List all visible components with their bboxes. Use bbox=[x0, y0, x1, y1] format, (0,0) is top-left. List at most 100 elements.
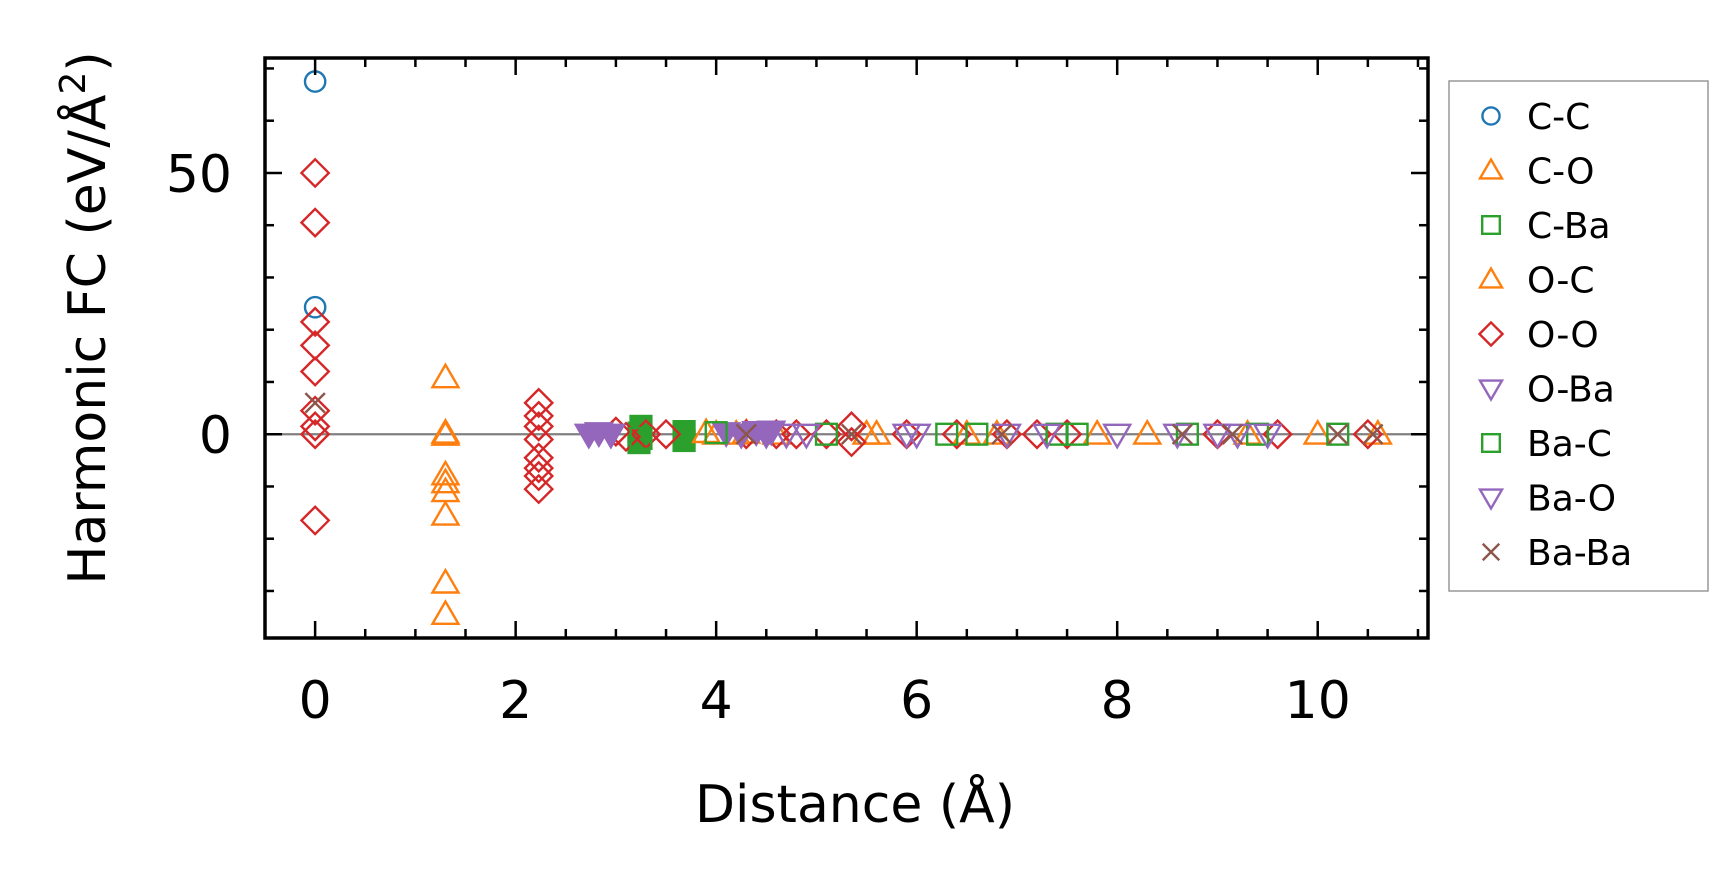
legend-marker-o-ba bbox=[1477, 379, 1505, 402]
x-tick-label: 4 bbox=[700, 671, 733, 731]
legend: C-C C-O C-Ba O-C O-O O-Ba Ba-C Ba-O Ba-Ba bbox=[1448, 80, 1709, 592]
point-ba-ba bbox=[1221, 423, 1244, 445]
point-ba-ba bbox=[735, 423, 757, 445]
point-ba-ba bbox=[1171, 423, 1193, 445]
x-tick-label: 10 bbox=[1285, 671, 1351, 731]
y-axis-label: Harmonic FC (eV/Å2) bbox=[53, 51, 118, 584]
point-o-o bbox=[650, 418, 682, 450]
point-ba-o bbox=[771, 423, 802, 450]
legend-marker-o-c bbox=[1477, 266, 1505, 289]
y-axis-label-base: Harmonic FC (eV/Å bbox=[56, 94, 118, 585]
point-o-o bbox=[836, 426, 867, 458]
y-tick-labels: 0 50 bbox=[166, 145, 232, 466]
y-axis-label-close: ) bbox=[58, 51, 118, 71]
point-c-ba bbox=[672, 428, 696, 453]
point-c-o bbox=[430, 467, 461, 494]
point-ba-c bbox=[704, 421, 728, 445]
point-o-o bbox=[523, 400, 555, 432]
legend-label-ba-o: Ba-O bbox=[1527, 479, 1616, 520]
legend-marker-c-ba bbox=[1480, 214, 1501, 235]
point-ba-o bbox=[791, 423, 822, 450]
legend-label-c-ba: C-Ba bbox=[1527, 206, 1611, 247]
point-o-o bbox=[299, 411, 331, 442]
legend-label-o-c: O-C bbox=[1527, 261, 1594, 302]
point-ba-ba-stroke bbox=[991, 423, 1013, 445]
point-ba-c bbox=[1065, 422, 1089, 446]
legend-item-c-ba: C-Ba bbox=[1480, 206, 1611, 247]
point-o-o bbox=[299, 207, 331, 238]
x-tick-labels: 0 2 4 6 8 10 bbox=[299, 671, 1351, 731]
point-ba-ba bbox=[1327, 423, 1349, 445]
y-tick-label: 0 bbox=[199, 406, 232, 466]
point-c-o bbox=[1082, 418, 1113, 445]
y-axis-label-superscript: 2 bbox=[53, 72, 94, 95]
point-o-c bbox=[861, 418, 892, 445]
point-o-o bbox=[523, 411, 555, 442]
plot-frame bbox=[263, 56, 1430, 640]
point-ba-o bbox=[901, 423, 932, 450]
legend-marker-ba-ba bbox=[1481, 542, 1501, 562]
legend-marker-ba-c bbox=[1480, 433, 1501, 454]
point-ba-ba-stroke bbox=[840, 423, 863, 445]
plot-area bbox=[263, 56, 1430, 640]
point-ba-c bbox=[935, 422, 959, 446]
point-ba-ba-stroke bbox=[735, 423, 757, 445]
point-o-o bbox=[836, 411, 867, 442]
point-o-o bbox=[299, 306, 331, 338]
point-o-o bbox=[523, 442, 555, 474]
legend-marker-o-o bbox=[1477, 320, 1505, 348]
point-ba-ba-stroke bbox=[1362, 423, 1384, 445]
point-c-o bbox=[1302, 418, 1333, 445]
point-c-o bbox=[430, 419, 461, 446]
series-ba-o bbox=[771, 423, 1283, 450]
point-o-o bbox=[299, 157, 331, 189]
point-o-o bbox=[299, 505, 331, 536]
x-axis-label: Distance (Å) bbox=[695, 773, 1015, 835]
legend-item-ba-ba: Ba-Ba bbox=[1481, 533, 1632, 574]
point-ba-c bbox=[965, 422, 989, 446]
point-ba-o bbox=[1252, 423, 1283, 450]
point-ba-o bbox=[1102, 423, 1133, 450]
point-ba-c bbox=[629, 426, 653, 450]
point-c-o bbox=[430, 459, 461, 486]
data-marks bbox=[299, 70, 1393, 626]
legend-item-o-c: O-C bbox=[1477, 261, 1594, 302]
point-ba-c bbox=[1326, 422, 1350, 446]
legend-label-c-o: C-O bbox=[1527, 152, 1594, 193]
point-ba-ba-stroke bbox=[1171, 423, 1193, 445]
legend-item-c-o: C-O bbox=[1477, 152, 1594, 193]
legend-items: C-C C-O C-Ba O-C O-O O-Ba Ba-C Ba-O Ba-Ba bbox=[1477, 97, 1632, 574]
x-tick-label: 2 bbox=[499, 671, 532, 731]
legend-item-c-c: C-C bbox=[1481, 97, 1590, 138]
point-o-o bbox=[523, 473, 555, 505]
legend-marker-ba-o bbox=[1477, 488, 1505, 511]
series-o-ba bbox=[573, 420, 787, 450]
point-ba-o bbox=[1031, 423, 1063, 450]
series-ba-ba bbox=[304, 392, 1384, 445]
point-ba-ba-stroke bbox=[1327, 423, 1349, 445]
legend-item-o-o: O-O bbox=[1477, 315, 1599, 356]
point-ba-ba-stroke bbox=[304, 392, 326, 414]
point-c-o bbox=[1132, 418, 1163, 445]
tick-marks bbox=[265, 58, 1428, 638]
point-ba-ba bbox=[304, 392, 326, 414]
x-tick-label: 8 bbox=[1101, 671, 1134, 731]
point-ba-c bbox=[814, 422, 839, 446]
point-ba-o bbox=[1202, 423, 1233, 450]
legend-item-o-ba: O-Ba bbox=[1477, 370, 1615, 411]
legend-label-ba-c: Ba-C bbox=[1527, 424, 1612, 465]
point-ba-ba bbox=[991, 423, 1013, 445]
point-o-o bbox=[523, 452, 555, 484]
legend-label-o-o: O-O bbox=[1527, 315, 1599, 356]
legend-marker-ba-ba-stroke bbox=[1481, 542, 1501, 562]
y-tick-label: 50 bbox=[166, 145, 232, 205]
point-ba-ba-stroke bbox=[1221, 423, 1244, 445]
x-tick-label: 6 bbox=[900, 671, 933, 731]
legend-label-c-c: C-C bbox=[1527, 97, 1590, 138]
point-o-o bbox=[299, 356, 331, 387]
point-c-o bbox=[430, 499, 461, 526]
point-ba-ba bbox=[1362, 423, 1384, 445]
legend-item-ba-o: Ba-O bbox=[1477, 479, 1616, 520]
point-o-o bbox=[523, 460, 555, 492]
